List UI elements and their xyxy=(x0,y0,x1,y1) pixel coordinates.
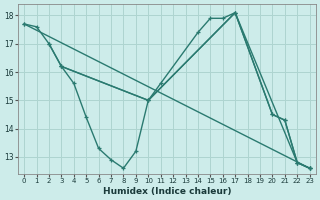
X-axis label: Humidex (Indice chaleur): Humidex (Indice chaleur) xyxy=(103,187,231,196)
